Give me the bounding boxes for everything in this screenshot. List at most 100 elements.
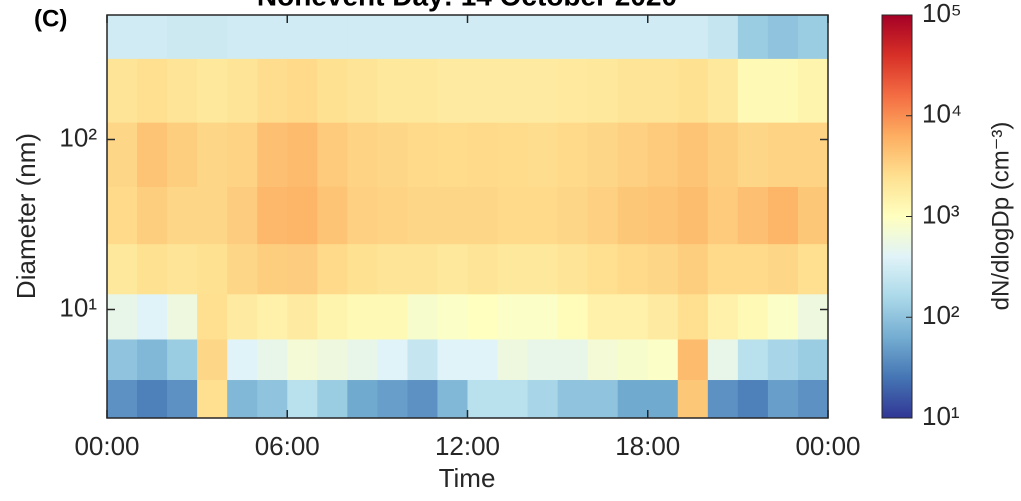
heatmap-cell (167, 15, 198, 59)
heatmap-cell (167, 122, 198, 187)
heatmap-cell (557, 58, 589, 123)
heatmap-cell (587, 338, 619, 381)
heatmap-cell (317, 338, 348, 381)
heatmap-cell (587, 186, 619, 245)
heatmap-cell (317, 186, 348, 245)
heatmap-cell (557, 293, 589, 340)
heatmap-cell (467, 122, 499, 187)
heatmap-cell (527, 186, 559, 245)
heatmap-cell (137, 293, 168, 340)
heatmap-cell (497, 338, 529, 381)
heatmap-cell (377, 15, 408, 59)
heatmap-cell (797, 379, 829, 419)
heatmap-cell (467, 338, 499, 381)
heatmap-cell (707, 122, 739, 187)
heatmap-cell (557, 243, 589, 295)
heatmap-cell (767, 122, 799, 187)
heatmap-cell (437, 293, 468, 340)
heatmap-cell (227, 186, 258, 245)
heatmap-cell (647, 122, 679, 187)
heatmap-cell (767, 186, 799, 245)
heatmap-cell (677, 293, 709, 340)
heatmap-cell (617, 186, 649, 245)
heatmap-cell (557, 379, 589, 419)
heatmap-cell (407, 122, 438, 187)
heatmap-cell (647, 379, 679, 419)
heatmap-cell (797, 186, 829, 245)
heatmap-cell (347, 243, 378, 295)
heatmap-cell (197, 338, 228, 381)
heatmap-cell (287, 15, 318, 59)
heatmap-cell (227, 243, 258, 295)
heatmap-cell (287, 122, 318, 187)
panel-label: (C) (34, 5, 67, 32)
heatmap-cell (347, 122, 378, 187)
heatmap-cell (407, 243, 438, 295)
heatmap-cell (377, 243, 408, 295)
heatmap-cell (647, 15, 679, 59)
heatmap-cell (227, 338, 258, 381)
heatmap-cell (407, 186, 438, 245)
heatmap-cell (107, 186, 138, 245)
chart-title: Nonevent Day: 14 October 2020 (257, 0, 677, 11)
heatmap (107, 15, 829, 419)
heatmap-cell (437, 122, 468, 187)
heatmap-cell (197, 293, 228, 340)
heatmap-cell (257, 379, 288, 419)
heatmap-cell (167, 338, 198, 381)
heatmap-cell (257, 186, 288, 245)
heatmap-cell (497, 186, 529, 245)
heatmap-cell (317, 122, 348, 187)
heatmap-cell (287, 58, 318, 123)
heatmap-cell (587, 58, 619, 123)
x-tick-label: 00:00 (74, 431, 139, 461)
heatmap-cell (617, 293, 649, 340)
colorbar-tick-label: 10² (922, 300, 960, 330)
heatmap-cell (677, 122, 709, 187)
heatmap-cell (557, 338, 589, 381)
heatmap-cell (797, 243, 829, 295)
heatmap-cell (347, 293, 378, 340)
heatmap-cell (167, 293, 198, 340)
heatmap-cell (167, 58, 198, 123)
heatmap-cell (737, 122, 769, 187)
heatmap-cell (617, 338, 649, 381)
heatmap-cell (737, 293, 769, 340)
heatmap-cell (257, 293, 288, 340)
heatmap-cell (227, 122, 258, 187)
heatmap-cell (797, 15, 829, 59)
heatmap-cell (197, 379, 228, 419)
heatmap-cell (797, 338, 829, 381)
heatmap-cell (377, 122, 408, 187)
colorbar-tick-label: 10⁵ (922, 0, 962, 28)
x-tick-label: 12:00 (435, 431, 500, 461)
heatmap-cell (497, 122, 529, 187)
heatmap-cell (317, 293, 348, 340)
heatmap-cell (137, 122, 168, 187)
heatmap-cell (287, 379, 318, 419)
heatmap-cell (437, 243, 468, 295)
heatmap-cell (407, 338, 438, 381)
heatmap-cell (587, 122, 619, 187)
heatmap-cell (137, 58, 168, 123)
heatmap-cell (347, 186, 378, 245)
heatmap-cell (257, 338, 288, 381)
heatmap-cell (347, 15, 378, 59)
y-tick-label: 10¹ (59, 292, 97, 322)
heatmap-cell (437, 15, 468, 59)
heatmap-cell (377, 293, 408, 340)
heatmap-cell (737, 186, 769, 245)
heatmap-cell (467, 293, 499, 340)
heatmap-cell (317, 243, 348, 295)
heatmap-cell (557, 15, 589, 59)
heatmap-cell (197, 15, 228, 59)
heatmap-cell (497, 243, 529, 295)
heatmap-cell (707, 58, 739, 123)
heatmap-cell (767, 293, 799, 340)
heatmap-cell (737, 338, 769, 381)
heatmap-cell (557, 186, 589, 245)
colorbar-tick-label: 10¹ (922, 401, 960, 431)
heatmap-cell (497, 15, 529, 59)
heatmap-cell (647, 58, 679, 123)
